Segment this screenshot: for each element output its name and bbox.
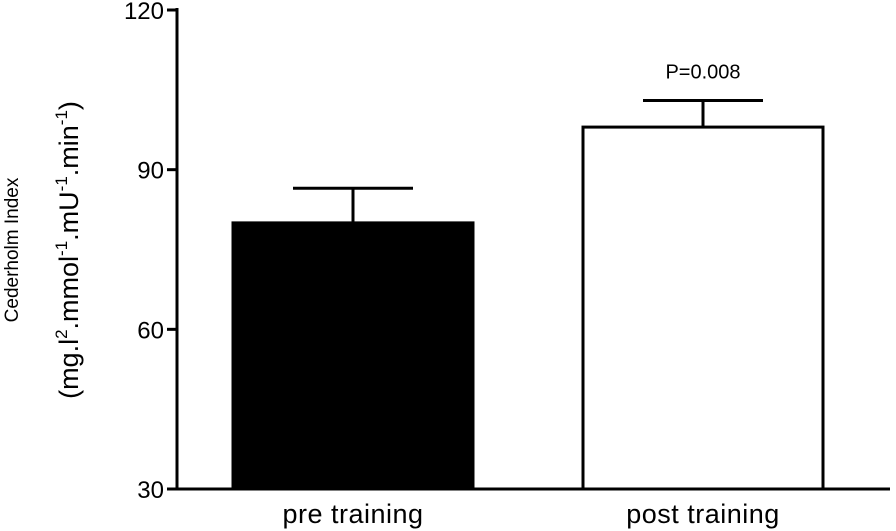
y-tick-label-30: 30 (137, 477, 164, 504)
x-category-label-post-training: post training (626, 499, 780, 529)
plot-area: P=0.008 30 60 90 120 pre training post trainin… (124, 0, 890, 529)
y-tick-label-60: 60 (137, 317, 164, 344)
y-axis-label-line2: (mg.l2.mmol-1.mU-1.min-1) (52, 101, 84, 399)
y-axis-label-line1: Cederholm Index (2, 177, 23, 322)
p-value-annotation: P=0.008 (665, 61, 740, 83)
bar-post-training (581, 125, 825, 491)
x-category-label-pre-training: pre training (282, 499, 423, 529)
y-axis-label: Cederholm Index (2, 177, 23, 322)
y-tick-label-120: 120 (124, 0, 164, 25)
bar-pre-training (231, 221, 475, 491)
y-tick-label-90: 90 (137, 158, 164, 185)
y-axis-unit-label: (mg.l2.mmol-1.mU-1.min-1) (52, 101, 84, 399)
